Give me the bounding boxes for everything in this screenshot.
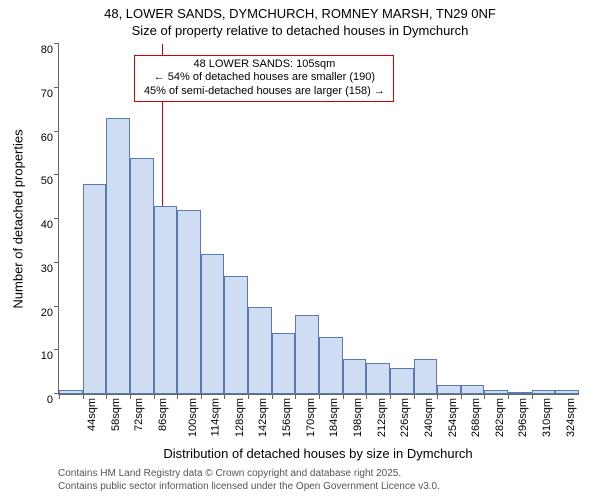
y-tick-label: 0 <box>29 394 59 406</box>
x-tick-mark <box>390 394 391 399</box>
annotation-box: 48 LOWER SANDS: 105sqm ← 54% of detached… <box>134 55 394 102</box>
x-tick-label: 198sqm <box>352 398 364 437</box>
x-tick-label: 184sqm <box>329 398 341 437</box>
histogram-bar <box>532 390 556 394</box>
histogram-bar <box>484 390 508 394</box>
y-tick-mark <box>54 218 59 219</box>
histogram-bar <box>390 368 414 394</box>
histogram-bar <box>508 392 532 394</box>
annotation-line-1: 48 LOWER SANDS: 105sqm <box>141 58 387 72</box>
y-tick-mark <box>54 43 59 44</box>
x-tick-label: 212sqm <box>376 398 388 437</box>
x-tick-label: 310sqm <box>541 398 553 437</box>
x-tick-label: 156sqm <box>281 398 293 437</box>
x-tick-label: 268sqm <box>470 398 482 437</box>
x-tick-mark <box>272 394 273 399</box>
x-tick-mark <box>366 394 367 399</box>
x-tick-label: 114sqm <box>210 398 222 436</box>
x-axis-label: Distribution of detached houses by size … <box>58 446 578 461</box>
x-tick-label: 72sqm <box>133 398 145 431</box>
x-tick-label: 226sqm <box>399 398 411 437</box>
x-tick-label: 170sqm <box>305 398 317 437</box>
x-tick-mark <box>508 394 509 399</box>
y-tick-mark <box>54 306 59 307</box>
x-tick-label: 240sqm <box>423 398 435 437</box>
y-tick-mark <box>54 262 59 263</box>
y-tick-label: 70 <box>29 88 59 100</box>
title-line-2: Size of property relative to detached ho… <box>0 23 600 40</box>
plot-area: 48 LOWER SANDS: 105sqm ← 54% of detached… <box>58 44 579 395</box>
x-tick-label: 44sqm <box>86 398 98 431</box>
histogram-bar <box>177 210 201 394</box>
histogram-bar <box>272 333 296 394</box>
histogram-bar <box>59 390 83 394</box>
annotation-line-3: 45% of semi-detached houses are larger (… <box>141 85 387 99</box>
y-tick-mark <box>54 87 59 88</box>
x-tick-label: 324sqm <box>565 398 577 437</box>
x-tick-mark <box>461 394 462 399</box>
histogram-bar <box>366 363 390 394</box>
x-tick-label: 100sqm <box>187 398 199 437</box>
histogram-bar <box>319 337 343 394</box>
y-tick-label: 60 <box>29 132 59 144</box>
x-tick-label: 86sqm <box>157 398 169 431</box>
x-tick-mark <box>295 394 296 399</box>
y-tick-label: 80 <box>29 44 59 56</box>
histogram-bar <box>224 276 248 394</box>
title-line-1: 48, LOWER SANDS, DYMCHURCH, ROMNEY MARSH… <box>0 6 600 23</box>
y-axis-label: Number of detached properties <box>11 119 26 319</box>
histogram-bar <box>343 359 367 394</box>
x-tick-mark <box>83 394 84 399</box>
x-tick-label: 128sqm <box>234 398 246 437</box>
x-tick-mark <box>106 394 107 399</box>
histogram-bar <box>106 118 130 394</box>
x-tick-mark <box>59 394 60 399</box>
x-tick-mark <box>130 394 131 399</box>
y-tick-label: 10 <box>29 350 59 362</box>
histogram-bar <box>555 390 579 394</box>
x-tick-mark <box>248 394 249 399</box>
histogram-bar <box>248 307 272 395</box>
y-tick-label: 30 <box>29 263 59 275</box>
x-tick-mark <box>484 394 485 399</box>
annotation-line-2: ← 54% of detached houses are smaller (19… <box>141 71 387 85</box>
x-tick-mark <box>224 394 225 399</box>
y-tick-label: 20 <box>29 307 59 319</box>
x-tick-label: 296sqm <box>518 398 530 437</box>
histogram-bar <box>414 359 438 394</box>
histogram-bar <box>130 158 154 394</box>
x-tick-mark <box>532 394 533 399</box>
y-tick-mark <box>54 131 59 132</box>
x-tick-mark <box>437 394 438 399</box>
x-tick-label: 254sqm <box>447 398 459 437</box>
x-tick-label: 142sqm <box>258 398 270 437</box>
x-tick-mark <box>177 394 178 399</box>
x-tick-mark <box>414 394 415 399</box>
histogram-bar <box>83 184 107 394</box>
footer-line-1: Contains HM Land Registry data © Crown c… <box>58 468 440 481</box>
histogram-bar <box>201 254 225 394</box>
chart-container: 48, LOWER SANDS, DYMCHURCH, ROMNEY MARSH… <box>0 0 600 500</box>
y-tick-mark <box>54 349 59 350</box>
footer-attribution: Contains HM Land Registry data © Crown c… <box>58 468 440 493</box>
histogram-bar <box>295 315 319 394</box>
y-tick-mark <box>54 174 59 175</box>
x-tick-mark <box>154 394 155 399</box>
footer-line-2: Contains public sector information licen… <box>58 481 440 494</box>
y-tick-label: 50 <box>29 175 59 187</box>
histogram-bar <box>154 206 178 394</box>
y-tick-label: 40 <box>29 219 59 231</box>
chart-titles: 48, LOWER SANDS, DYMCHURCH, ROMNEY MARSH… <box>0 0 600 40</box>
x-tick-label: 58sqm <box>110 398 122 431</box>
x-tick-mark <box>201 394 202 399</box>
x-tick-mark <box>319 394 320 399</box>
x-tick-label: 282sqm <box>494 398 506 437</box>
x-tick-mark <box>343 394 344 399</box>
histogram-bar <box>461 385 485 394</box>
histogram-bar <box>437 385 461 394</box>
